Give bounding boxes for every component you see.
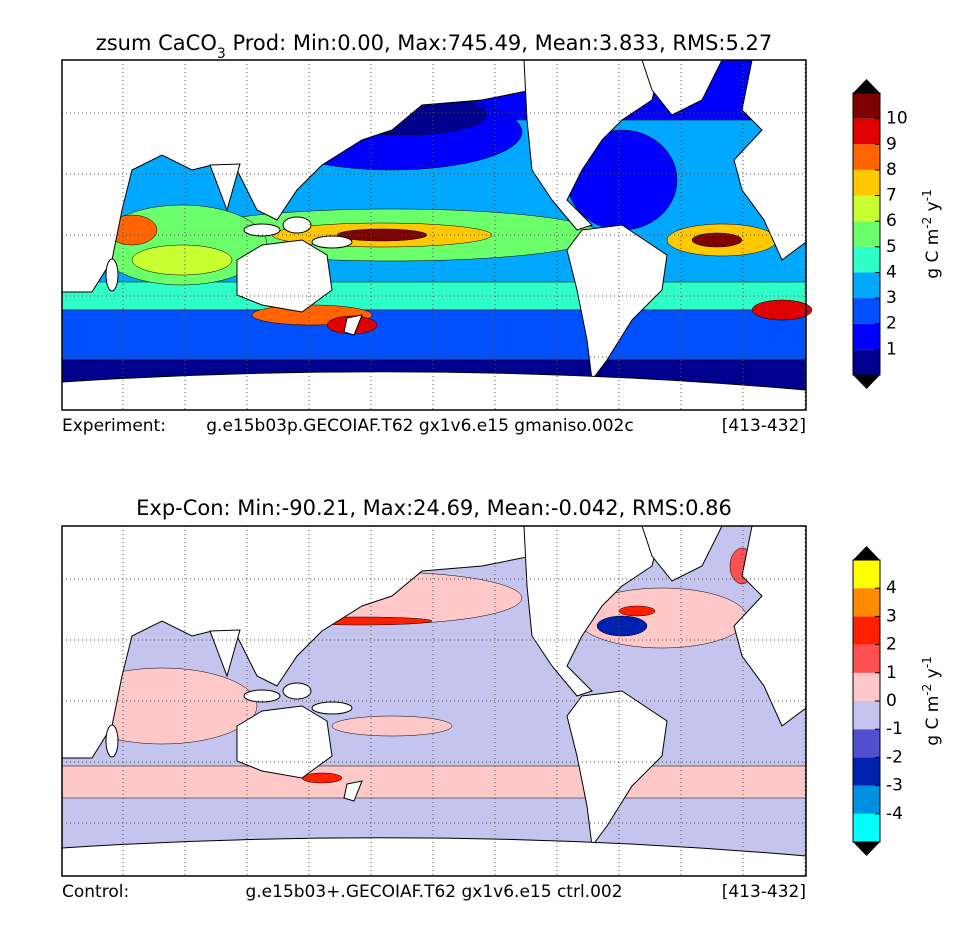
colorbar-tick-label: -4 [886, 804, 903, 824]
colorbar-tick-label: 3 [886, 288, 897, 308]
contour-region [691, 232, 743, 248]
colorbar-segment [853, 757, 880, 786]
colorbar-segment [853, 118, 880, 145]
colorbar-segment [853, 169, 880, 196]
colorbar-tick-label: 0 [886, 691, 897, 711]
colorbar-tick-label: 8 [886, 160, 897, 180]
colorbar-tick-label: 2 [886, 314, 897, 334]
colorbar-tick-label: 9 [886, 134, 897, 154]
colorbar-segment [853, 272, 880, 299]
colorbar-segment [853, 785, 880, 814]
colorbar-segment [853, 298, 880, 324]
colorbar-segment [853, 560, 880, 589]
colorbar-segment [853, 616, 880, 645]
title-subscript: 3 [217, 46, 226, 62]
colorbar-extend-max [853, 546, 880, 560]
caption-right: [413-432] [722, 416, 806, 436]
contour-region [131, 244, 233, 276]
colorbar-tick-label: -3 [886, 776, 903, 796]
colorbar-tick-label: 1 [886, 339, 897, 359]
map [61, 59, 813, 411]
colorbar-segment [853, 246, 880, 273]
colorbar-tick-label: 4 [886, 262, 897, 282]
unit-part: -1 [920, 189, 934, 201]
contour-region [331, 715, 453, 737]
unit-part: g C m [923, 229, 943, 279]
colorbar-frame [852, 92, 881, 376]
colorbar-segment [853, 644, 880, 673]
colorbar-segment [853, 672, 880, 701]
colorbar-tick-label: 3 [886, 606, 897, 626]
colorbar-label: g C m-2 y-1 [920, 656, 943, 745]
map [61, 525, 807, 877]
unit-part: -2 [920, 684, 934, 696]
map-frame [61, 59, 807, 411]
colorbar-segment [853, 144, 880, 170]
colorbar-tick-label: -2 [886, 747, 903, 767]
colorbar-tick-label: 2 [886, 635, 897, 655]
colorbar-tick-label: 7 [886, 186, 897, 206]
caption-left: Control: [62, 882, 129, 902]
colorbar-tick-label: 1 [886, 663, 897, 683]
map-frame [61, 525, 807, 877]
colorbar-segment [853, 701, 880, 730]
contour-region [61, 765, 807, 799]
colorbar-segment [853, 93, 880, 119]
colorbar-segment [853, 323, 880, 350]
title-rest: Prod: Min:0.00, Max:745.49, Mean:3.833, … [226, 31, 772, 55]
title: zsum CaCO [96, 31, 217, 55]
colorbar-tick-label: 5 [886, 237, 897, 257]
unit-part: g C m [923, 696, 943, 746]
panel-title: zsum CaCO3 Prod: Min:0.00, Max:745.49, M… [96, 31, 773, 62]
caption-left: Experiment: [62, 416, 166, 436]
unit-part: y [923, 668, 943, 683]
colorbar-tick-label: 6 [886, 211, 897, 231]
colorbar-segment [853, 729, 880, 758]
colorbar-segment [853, 195, 880, 222]
colorbar-extend-min [853, 842, 880, 856]
caption-right: [413-432] [722, 882, 806, 902]
colorbar-label: g C m-2 y-1 [920, 189, 943, 278]
colorbar-tick-label: 10 [886, 109, 908, 129]
unit-part: -1 [920, 656, 934, 668]
unit-part: -2 [920, 217, 934, 229]
panel-title: Exp-Con: Min:-90.21, Max:24.69, Mean:-0.… [136, 496, 732, 520]
contour-region [596, 615, 648, 637]
colorbar-tick-label: 4 [886, 578, 897, 598]
colorbar-extend-max [853, 79, 880, 93]
contour-region [61, 309, 807, 361]
colorbar-segment [853, 349, 880, 375]
panel-2: Exp-Con: Min:-90.21, Max:24.69, Mean:-0.… [61, 496, 943, 902]
colorbar-tick-label: -1 [886, 719, 903, 739]
colorbar-segment [853, 221, 880, 247]
contour-region [618, 605, 656, 617]
caption-mid: g.e15b03+.GECOIAF.T62 gx1v6.e15 ctrl.002 [245, 882, 622, 902]
caption-mid: g.e15b03p.GECOIAF.T62 gx1v6.e15 gmaniso.… [206, 416, 633, 436]
contour-region [301, 772, 343, 784]
colorbar-segment [853, 588, 880, 617]
unit-part: y [923, 201, 943, 216]
contour-region [751, 299, 813, 321]
colorbar-segment [853, 813, 880, 842]
panel-1: zsum CaCO3 Prod: Min:0.00, Max:745.49, M… [61, 31, 943, 436]
colorbar-extend-min [853, 375, 880, 389]
